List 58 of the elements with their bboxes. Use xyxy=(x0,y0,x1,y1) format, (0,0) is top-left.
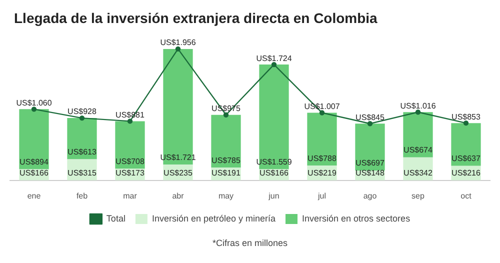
point xyxy=(319,110,325,116)
x-tick-label: feb xyxy=(76,191,88,200)
point xyxy=(271,62,277,68)
data-label: US$1.060 xyxy=(16,98,52,108)
x-tick-label: oct xyxy=(460,191,472,200)
data-label: US$613 xyxy=(68,147,97,156)
text: *Cifras en millones xyxy=(211,238,289,248)
x-tick-label: abr xyxy=(172,191,184,200)
legend-label: Inversión en otros sectores xyxy=(302,213,411,224)
data-label: US$219 xyxy=(308,168,337,178)
point xyxy=(367,121,373,126)
point xyxy=(415,110,421,115)
x-tick-label: mar xyxy=(123,191,138,200)
data-label: US$785 xyxy=(212,156,241,165)
bar xyxy=(211,114,241,168)
x-tick-label: sep xyxy=(412,191,425,200)
data-label: US$674 xyxy=(404,146,433,155)
data-label: US$894 xyxy=(20,157,49,166)
point xyxy=(127,118,133,124)
bar xyxy=(451,123,481,166)
point xyxy=(31,106,37,112)
data-label: US$216 xyxy=(452,168,481,178)
legend-label: Total xyxy=(106,213,126,224)
bar xyxy=(355,124,385,170)
data-label: US$853 xyxy=(452,112,481,122)
data-label: US$928 xyxy=(68,107,97,116)
data-label: US$1.016 xyxy=(400,101,436,110)
data-label: US$342 xyxy=(404,168,433,178)
data-label: US$788 xyxy=(308,154,337,163)
legend-label: Inversión en petróleo y minería xyxy=(152,213,276,224)
bar xyxy=(403,112,433,158)
x-tick-label: may xyxy=(218,191,234,200)
data-label: US$1.956 xyxy=(160,38,196,48)
bar xyxy=(115,121,145,169)
x-tick-label: ene xyxy=(27,191,42,200)
data-label: US$697 xyxy=(356,158,385,168)
x-tick-label: ago xyxy=(363,191,378,200)
x-tick-label: jul xyxy=(316,191,326,200)
data-label: US$315 xyxy=(68,168,97,178)
point xyxy=(463,120,469,126)
x-tick-label: jun xyxy=(268,191,280,200)
data-label: US$637 xyxy=(452,154,481,164)
data-label: US$173 xyxy=(116,168,145,178)
data-label: US$235 xyxy=(164,168,193,178)
data-label: US$166 xyxy=(260,168,289,178)
data-label: US$845 xyxy=(356,112,385,122)
point xyxy=(79,115,85,121)
point xyxy=(223,112,229,118)
data-label: US$166 xyxy=(20,168,49,178)
data-label: US$191 xyxy=(212,168,241,178)
data-label: US$1.724 xyxy=(256,54,292,63)
data-label: US$148 xyxy=(356,168,385,178)
text: Llegada de la inversión extranjera directa en Colombia xyxy=(14,10,378,26)
bar xyxy=(67,118,97,160)
point xyxy=(175,46,181,52)
bar xyxy=(19,109,49,170)
data-label: US$708 xyxy=(116,156,145,166)
bar xyxy=(307,112,337,166)
